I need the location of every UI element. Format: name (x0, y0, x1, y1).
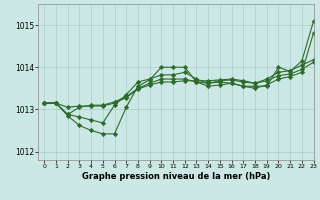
X-axis label: Graphe pression niveau de la mer (hPa): Graphe pression niveau de la mer (hPa) (82, 172, 270, 181)
